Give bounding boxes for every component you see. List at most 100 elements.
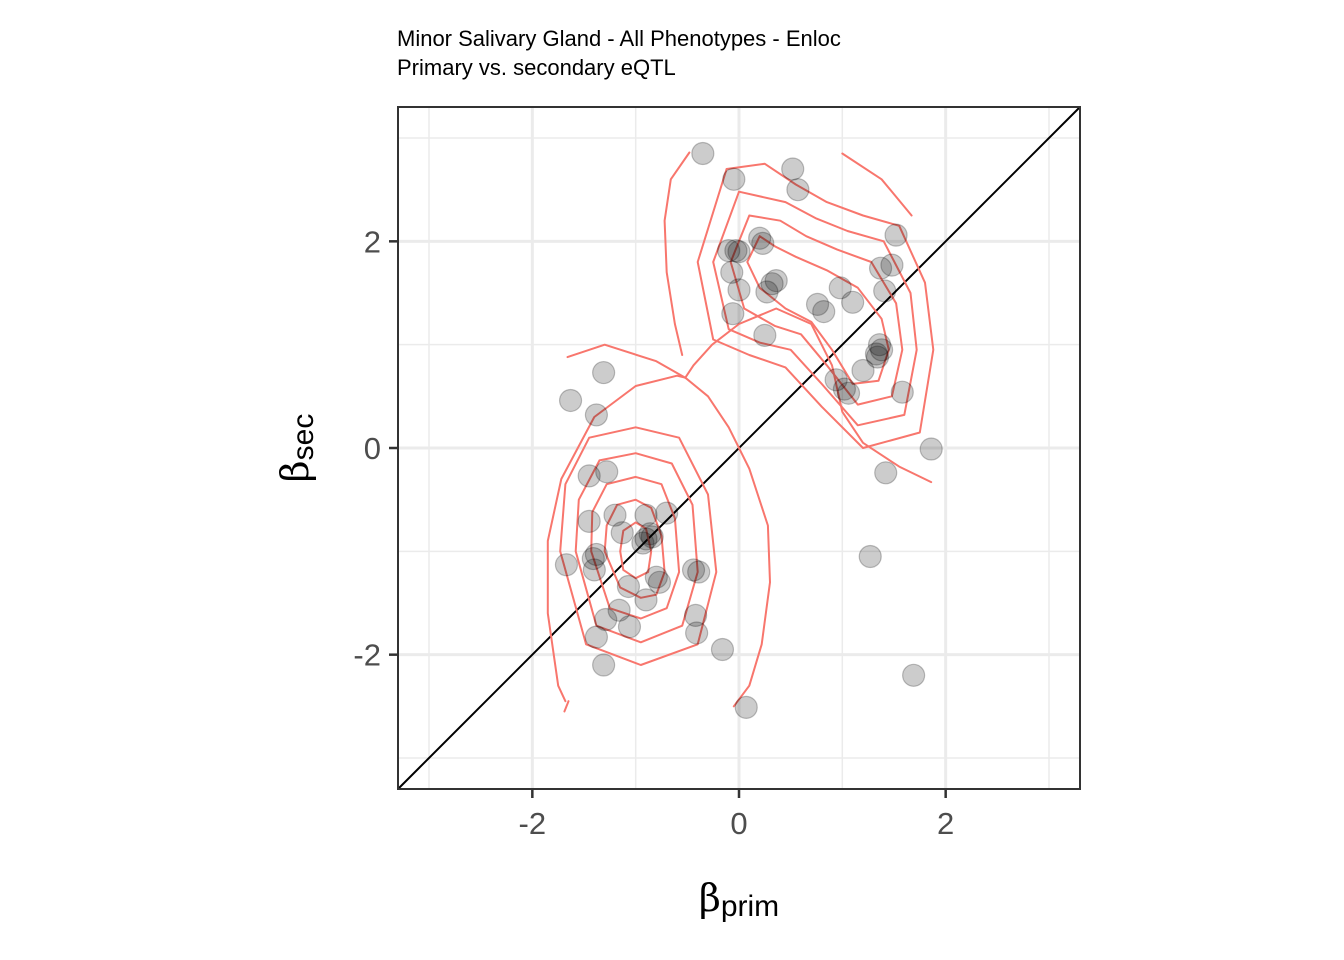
scatter-point	[786, 178, 810, 202]
scatter-point	[595, 460, 619, 484]
scatter-point	[607, 598, 631, 622]
scatter-point	[828, 276, 852, 300]
scatter-point	[681, 558, 706, 582]
scatter-point	[640, 525, 664, 549]
scatter-point	[824, 368, 848, 392]
contour-line	[566, 343, 687, 379]
contour-line	[563, 700, 570, 713]
contour-line	[696, 162, 935, 449]
contour-line	[603, 498, 666, 599]
scatter-point	[858, 544, 882, 569]
scatter-point	[655, 501, 679, 525]
scatter-point	[687, 560, 711, 584]
y-tick-label: 0	[364, 431, 381, 466]
scatter-point	[781, 157, 805, 181]
scatter-point	[582, 558, 606, 582]
scatter-point	[812, 300, 836, 324]
scatter-point	[577, 509, 601, 533]
scatter-point	[760, 272, 784, 296]
scatter-point	[603, 503, 627, 527]
scatter-point	[874, 461, 898, 485]
scatter-point	[805, 292, 830, 316]
y-axis-title-subscript: sec	[287, 414, 320, 461]
scatter-point	[764, 269, 788, 293]
scatter-point	[880, 253, 904, 277]
scatter-point	[638, 522, 662, 546]
scatter-point	[584, 625, 609, 649]
scatter-point	[727, 278, 751, 302]
scatter-point	[753, 323, 777, 347]
scatter-point	[610, 521, 634, 545]
scatter-point	[594, 607, 618, 632]
scatter-point	[890, 380, 914, 404]
scatter-point	[869, 338, 894, 362]
scatter-point	[864, 342, 889, 366]
contour-line	[841, 152, 913, 217]
scatter-point	[832, 377, 857, 401]
scatter-point	[616, 574, 641, 599]
scatter-point	[868, 256, 893, 280]
scatter-point	[634, 588, 658, 612]
contour-line	[619, 521, 653, 580]
scatter-point	[841, 290, 865, 314]
contour-line	[574, 452, 699, 644]
y-tick-label: -2	[353, 638, 381, 673]
scatter-point	[584, 542, 609, 567]
contour-line	[712, 190, 918, 427]
contour-line	[559, 426, 718, 666]
x-tick-label: 2	[937, 806, 954, 841]
scatter-point	[867, 333, 892, 357]
x-axis-title: βprim	[699, 876, 779, 923]
scatter-point	[631, 531, 655, 555]
scatter-point	[722, 167, 746, 191]
scatter-point	[724, 239, 748, 263]
contour-line	[590, 475, 681, 620]
contour-line	[684, 376, 771, 708]
scatter-point	[873, 279, 897, 303]
y-axis: -2 0 2	[353, 224, 398, 673]
scatter-point	[902, 663, 926, 687]
scatter-point	[634, 527, 658, 551]
scatter-point	[710, 637, 735, 662]
scatter-point	[751, 231, 775, 255]
x-axis-title-symbol: β	[699, 876, 721, 920]
contour-line	[746, 235, 890, 385]
contour-line	[546, 374, 687, 703]
x-axis-title-subscript: prim	[721, 890, 779, 923]
scatter-point	[592, 653, 616, 677]
scatter-point	[734, 695, 758, 719]
contour-line	[663, 151, 691, 356]
scatter-point	[644, 565, 668, 589]
scatter-point	[554, 553, 579, 577]
chart-subtitle: Primary vs. secondary eQTL	[397, 55, 676, 80]
scatter-point	[720, 260, 744, 284]
y-axis-title: βsec	[273, 414, 320, 483]
x-tick-label: 0	[730, 806, 747, 841]
plot-panel	[397, 106, 1081, 790]
chart-title: Minor Salivary Gland - All Phenotypes - …	[397, 26, 841, 51]
scatter-point	[592, 360, 616, 385]
scatter-point	[884, 223, 908, 247]
scatter-point	[721, 302, 745, 326]
scatter-point	[558, 388, 583, 413]
scatter-point	[584, 403, 609, 427]
contour-line	[684, 307, 933, 484]
scatter-point	[919, 437, 943, 461]
x-tick-label: -2	[519, 806, 547, 841]
scatter-point	[865, 345, 890, 369]
contour-line	[729, 214, 904, 406]
points-layer	[554, 141, 943, 719]
scatter-point	[647, 570, 672, 594]
scatter-point	[691, 141, 715, 166]
scatter-point	[748, 226, 772, 250]
scatter-point	[851, 358, 875, 383]
y-tick-label: 2	[364, 224, 381, 259]
scatter-point	[577, 464, 601, 488]
scatter-point	[717, 239, 741, 263]
y-axis-title-symbol: β	[273, 460, 317, 482]
scatter-point	[683, 603, 708, 628]
scatter-point	[727, 240, 751, 264]
scatter-point	[836, 381, 861, 405]
scatter-point	[581, 546, 605, 571]
